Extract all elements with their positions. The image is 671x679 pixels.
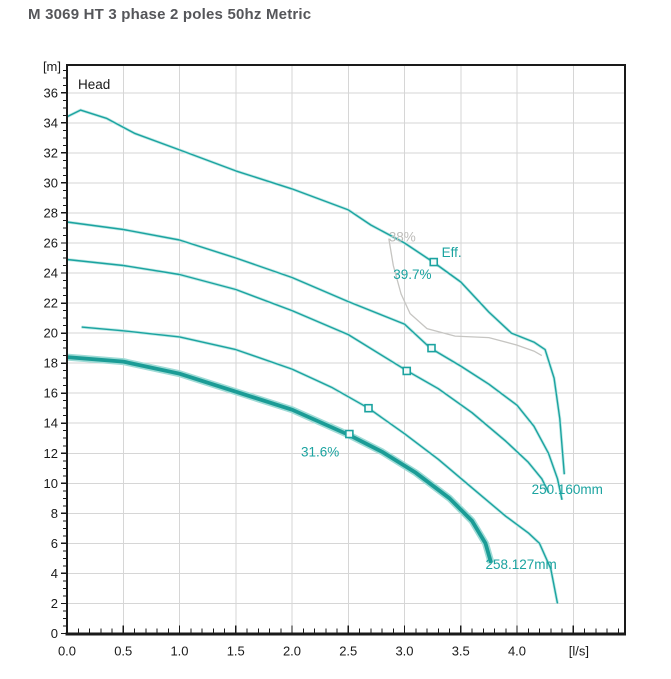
x-tick-label: 2.5 [339, 644, 357, 659]
bep-marker [402, 366, 412, 376]
y-tick-label: 16 [44, 386, 58, 401]
y-tick-label: 20 [44, 326, 58, 341]
x-tick-label: 1.5 [227, 644, 245, 659]
head-curve-4 [81, 326, 559, 604]
y-tick-label: 28 [44, 205, 58, 220]
x-tick-label: 4.0 [508, 644, 526, 659]
head-curve-5-selected-bold-halo [66, 353, 495, 564]
annotation-38-: 38% [389, 229, 416, 244]
y-tick-label: 14 [44, 416, 58, 431]
y-tick-label: 10 [44, 476, 58, 491]
head-series-label: Head [78, 77, 110, 92]
bep-marker [345, 429, 354, 439]
annotation-31-6-: 31.6% [301, 444, 339, 459]
y-tick-label: 12 [44, 446, 58, 461]
y-tick-label: 18 [44, 356, 58, 371]
head-curve-1-largest-impeller [66, 109, 565, 475]
y-tick-label: 6 [51, 536, 58, 551]
annotation-250-160mm: 250.160mm [532, 482, 603, 497]
bep-marker [427, 343, 436, 353]
y-tick-label: 26 [44, 235, 58, 250]
x-tick-label: 3.0 [395, 644, 413, 659]
annotation-258-127mm: 258.127mm [486, 557, 557, 572]
y-tick-label: 2 [51, 596, 58, 611]
y-tick-label: 34 [44, 115, 58, 130]
y-tick-label: 22 [44, 296, 58, 311]
x-tick-label: 0.5 [114, 644, 132, 659]
annotation-Eff-: Eff. [442, 245, 462, 260]
x-axis-unit-label: [l/s] [569, 644, 589, 659]
head-curve-5-selected-bold [66, 355, 493, 564]
y-tick-label: 30 [44, 175, 58, 190]
y-tick-label: 36 [44, 85, 58, 100]
x-tick-label: 1.0 [170, 644, 188, 659]
annotation-39-7-: 39.7% [393, 267, 431, 282]
x-tick-label: 2.0 [283, 644, 301, 659]
y-tick-label: 32 [44, 145, 58, 160]
y-axis-unit-label: [m] [43, 59, 61, 74]
y-tick-label: 0 [51, 626, 58, 641]
chart-title: M 3069 HT 3 phase 2 poles 50hz Metric [28, 6, 312, 23]
efficiency-contour-38pct [388, 238, 543, 357]
x-tick-label: 0.0 [58, 644, 76, 659]
y-tick-label: 8 [51, 506, 58, 521]
y-tick-label: 4 [51, 566, 58, 581]
x-tick-label: 3.5 [452, 644, 470, 659]
bep-marker [429, 257, 439, 267]
bep-marker [364, 403, 373, 413]
y-tick-label: 24 [44, 266, 58, 281]
